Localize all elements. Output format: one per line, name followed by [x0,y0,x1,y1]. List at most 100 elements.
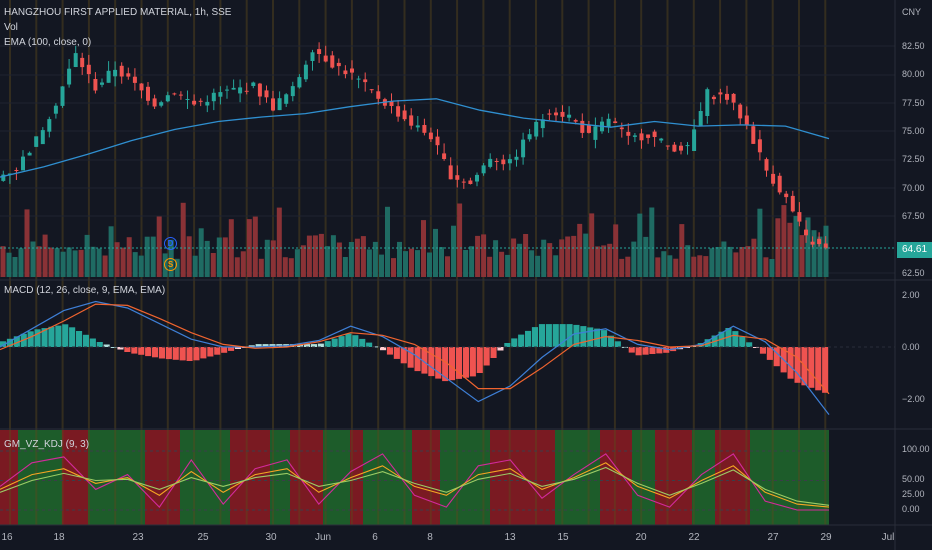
volume-bar [553,255,559,277]
volume-bar [276,207,282,277]
dividend-marker[interactable]: D [164,237,177,250]
candle-body [751,126,756,144]
candle-body [7,173,12,175]
volume-bar [138,255,144,277]
kdj-zone [363,430,412,525]
volume-label[interactable]: Vol [4,22,18,33]
volume-bar [144,236,150,277]
volume-bar [222,237,228,277]
macd-histogram-bar [559,324,566,347]
volume-bar [673,258,679,277]
volume-bar [24,209,30,277]
volume-bar [415,250,420,277]
candle-body [711,96,716,100]
macd-histogram-bar [746,342,753,347]
volume-bar [805,217,811,277]
kdj-tick: 0.00 [902,504,920,514]
macd-histogram-bar [110,347,117,348]
candle-body [580,120,585,133]
volume-bar [559,239,565,277]
macd-histogram-bar [407,347,414,368]
volume-bars [0,202,829,277]
candle-body [586,125,591,133]
candle-body [244,90,249,92]
volume-bar [324,246,330,277]
macd-histogram-bar [186,347,193,361]
volume-bar [649,207,655,277]
macd-histogram-bar [663,347,670,353]
candle-body [389,101,394,106]
k-line [0,462,830,508]
volume-bar [469,246,475,277]
candle-body [659,138,664,141]
macd-histogram-bar [594,328,601,347]
volume-bar [397,241,402,277]
macd-histogram-bar [179,347,186,361]
candle-body [40,130,45,145]
candle-body [777,175,782,193]
macd-histogram-bar [200,347,207,359]
volume-bar [360,236,366,277]
volume-bar [703,256,709,277]
macd-histogram-bar [373,346,380,348]
candle-body [297,77,302,88]
volume-bar [234,257,240,277]
macd-histogram-bar [310,344,317,347]
candle-body [376,91,381,99]
macd-histogram-bar [815,347,822,391]
kdj-zones [0,430,829,525]
candle-body [554,112,558,116]
macd-histogram-bar [400,347,407,364]
candle-body [698,111,703,127]
macd-histogram-bar [214,347,221,355]
candle-body [632,135,637,137]
macd-histogram-bar [435,347,442,379]
candle-body [165,95,170,102]
volume-bar [288,258,294,277]
candle-body [534,121,539,137]
macd-histogram-bar [380,347,387,351]
kdj-zone [88,430,145,525]
macd-histogram-bar [55,325,62,347]
volume-bar [793,215,799,277]
volume-bar [354,238,360,277]
candle-body [310,52,315,61]
macd-title[interactable]: MACD (12, 26, close, 9, EMA, EMA) [4,285,166,296]
macd-histogram-bar [13,336,20,347]
split-marker[interactable]: S [164,258,177,271]
kdj-tick: 25.00 [902,489,925,499]
macd-histogram-bar [96,342,103,347]
volume-bar [204,240,210,277]
ema-line [0,98,830,178]
kdj-title[interactable]: GM_VZ_KDJ (9, 3) [4,439,90,450]
volume-bar [240,251,246,277]
volume-bar [78,249,84,277]
candle-body [494,161,499,162]
volume-bar [751,238,757,277]
macd-histogram-bar [338,336,345,347]
macd-tick: −2.00 [902,394,925,404]
volume-bar [445,256,450,277]
candle-body [804,229,808,236]
currency-label: CNY [902,7,922,17]
volume-bar [487,256,493,277]
volume-bar [619,258,625,277]
symbol-title[interactable]: HANGZHOU FIRST APPLIED MATERIAL, 1h, SSE [4,7,232,18]
volume-bar [661,251,667,277]
candle-body [73,53,78,67]
macd-histogram-bar [580,326,587,347]
macd-histogram-bar [386,347,393,355]
volume-bar [228,219,234,277]
ema-100-line [0,98,830,178]
volume-bar [733,252,739,277]
candle-body [402,110,407,120]
candle-body [771,173,776,184]
time-tick: 22 [688,532,700,543]
ema-label[interactable]: EMA (100, close, 0) [4,37,92,48]
macd-histogram-bar [628,347,635,353]
price-tick: 77.50 [902,98,925,108]
price-tick: 80.00 [902,69,925,79]
volume-bar [811,230,817,277]
volume-bar [18,248,24,277]
